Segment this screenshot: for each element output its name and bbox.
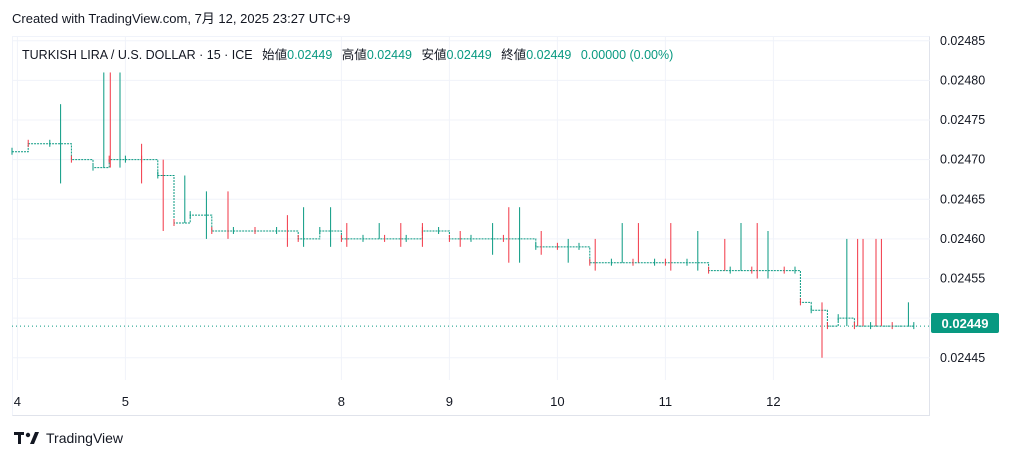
legend-symbol: TURKISH LIRA / U.S. DOLLAR · 15 · ICE: [22, 48, 253, 62]
x-tick-label: 5: [122, 394, 129, 409]
legend-high-value: 0.02449: [366, 48, 412, 62]
x-tick-label: 10: [550, 394, 564, 409]
y-tick-label: 0.02480: [940, 73, 985, 87]
brand-name: TradingView: [46, 430, 124, 446]
legend-high-label: 高値: [341, 48, 367, 62]
y-tick-label: 0.02445: [940, 351, 985, 365]
chart-credit: Created with TradingView.com, 7月 12, 202…: [12, 11, 351, 26]
x-tick-label: 12: [766, 394, 780, 409]
legend-low-label: 安値: [421, 48, 447, 62]
last-price-tag: 0.02449: [931, 313, 999, 333]
x-tick-label: 9: [446, 394, 453, 409]
y-tick-label: 0.02475: [940, 113, 985, 127]
legend-low-value: 0.02449: [446, 48, 492, 62]
price-step-line: [12, 143, 914, 327]
chart-area[interactable]: [12, 36, 930, 416]
x-tick-label: 11: [659, 394, 673, 409]
x-tick-label: 4: [14, 394, 21, 409]
y-tick-label: 0.02485: [940, 34, 985, 48]
y-tick-label: 0.02465: [940, 192, 985, 206]
legend-open-value: 0.02449: [287, 48, 333, 62]
legend-open-label: 始値: [262, 48, 288, 62]
y-tick-label: 0.02460: [940, 232, 985, 246]
legend-close-value: 0.02449: [526, 48, 572, 62]
symbol-legend: TURKISH LIRA / U.S. DOLLAR · 15 · ICE 始値…: [22, 44, 673, 63]
x-tick-label: 8: [338, 394, 345, 409]
legend-close-label: 終値: [501, 48, 527, 62]
y-tick-label: 0.02455: [940, 272, 985, 286]
tradingview-logo-icon: [14, 432, 39, 444]
y-tick-label: 0.02470: [940, 153, 985, 167]
legend-change: 0.00000 (0.00%): [580, 48, 674, 62]
tradingview-brand[interactable]: TradingView: [14, 429, 123, 447]
